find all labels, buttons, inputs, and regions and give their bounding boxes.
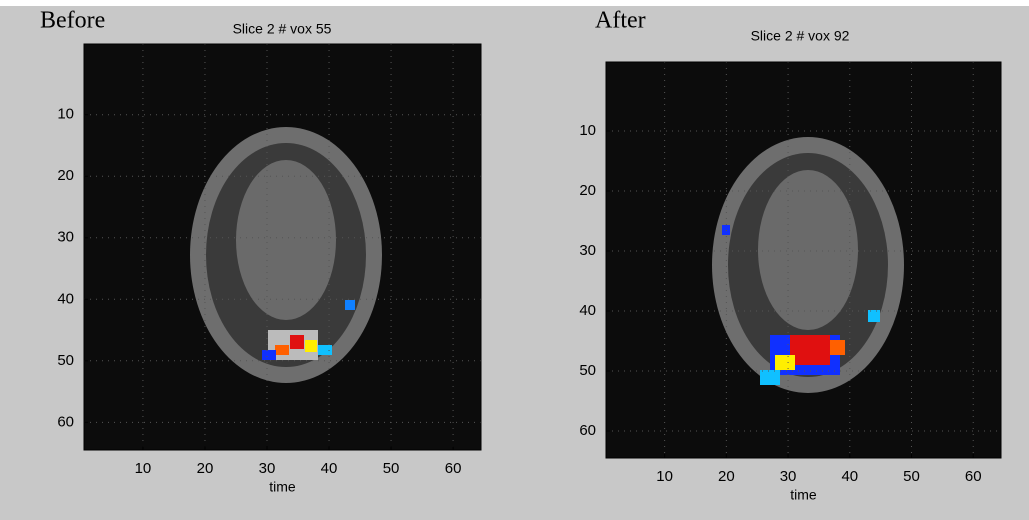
panel-label: Before [40, 8, 105, 34]
y-tick-label: 60 [57, 413, 74, 430]
brain-image [190, 127, 382, 383]
y-tick-label: 50 [57, 352, 74, 369]
y-tick-label: 20 [579, 182, 596, 199]
x-tick-label: 30 [259, 460, 276, 477]
y-tick-label: 30 [579, 242, 596, 259]
x-tick-label: 40 [321, 460, 338, 477]
y-tick-label: 10 [57, 106, 74, 123]
chart-title: Slice 2 # vox 55 [233, 21, 332, 37]
brain-image [712, 137, 904, 393]
y-tick-label: 40 [57, 290, 74, 307]
x-axis-label: time [269, 479, 296, 495]
x-tick-label: 50 [383, 460, 400, 477]
y-tick-label: 20 [57, 167, 74, 184]
x-tick-label: 40 [841, 468, 858, 485]
x-tick-label: 10 [656, 468, 673, 485]
x-tick-label: 60 [965, 468, 982, 485]
y-tick-label: 40 [579, 302, 596, 319]
page: {"chart_data": [ {"type": "image", "pane… [0, 0, 1029, 520]
x-tick-label: 20 [718, 468, 735, 485]
y-tick-label: 60 [579, 422, 596, 439]
x-tick-label: 50 [903, 468, 920, 485]
figure: 10 20 30 40 50 60 10 20 30 40 50 60 time Slice 2 # vo… [0, 0, 1029, 520]
x-tick-label: 10 [135, 460, 152, 477]
x-tick-label: 20 [197, 460, 214, 477]
y-tick-label: 50 [579, 362, 596, 379]
chart-title: Slice 2 # vox 92 [751, 28, 850, 44]
x-tick-label: 60 [445, 460, 462, 477]
y-tick-label: 10 [579, 122, 596, 139]
y-tick-label: 30 [57, 229, 74, 246]
panel-label: After [595, 8, 646, 34]
x-tick-label: 30 [780, 468, 797, 485]
x-axis-label: time [790, 487, 817, 503]
